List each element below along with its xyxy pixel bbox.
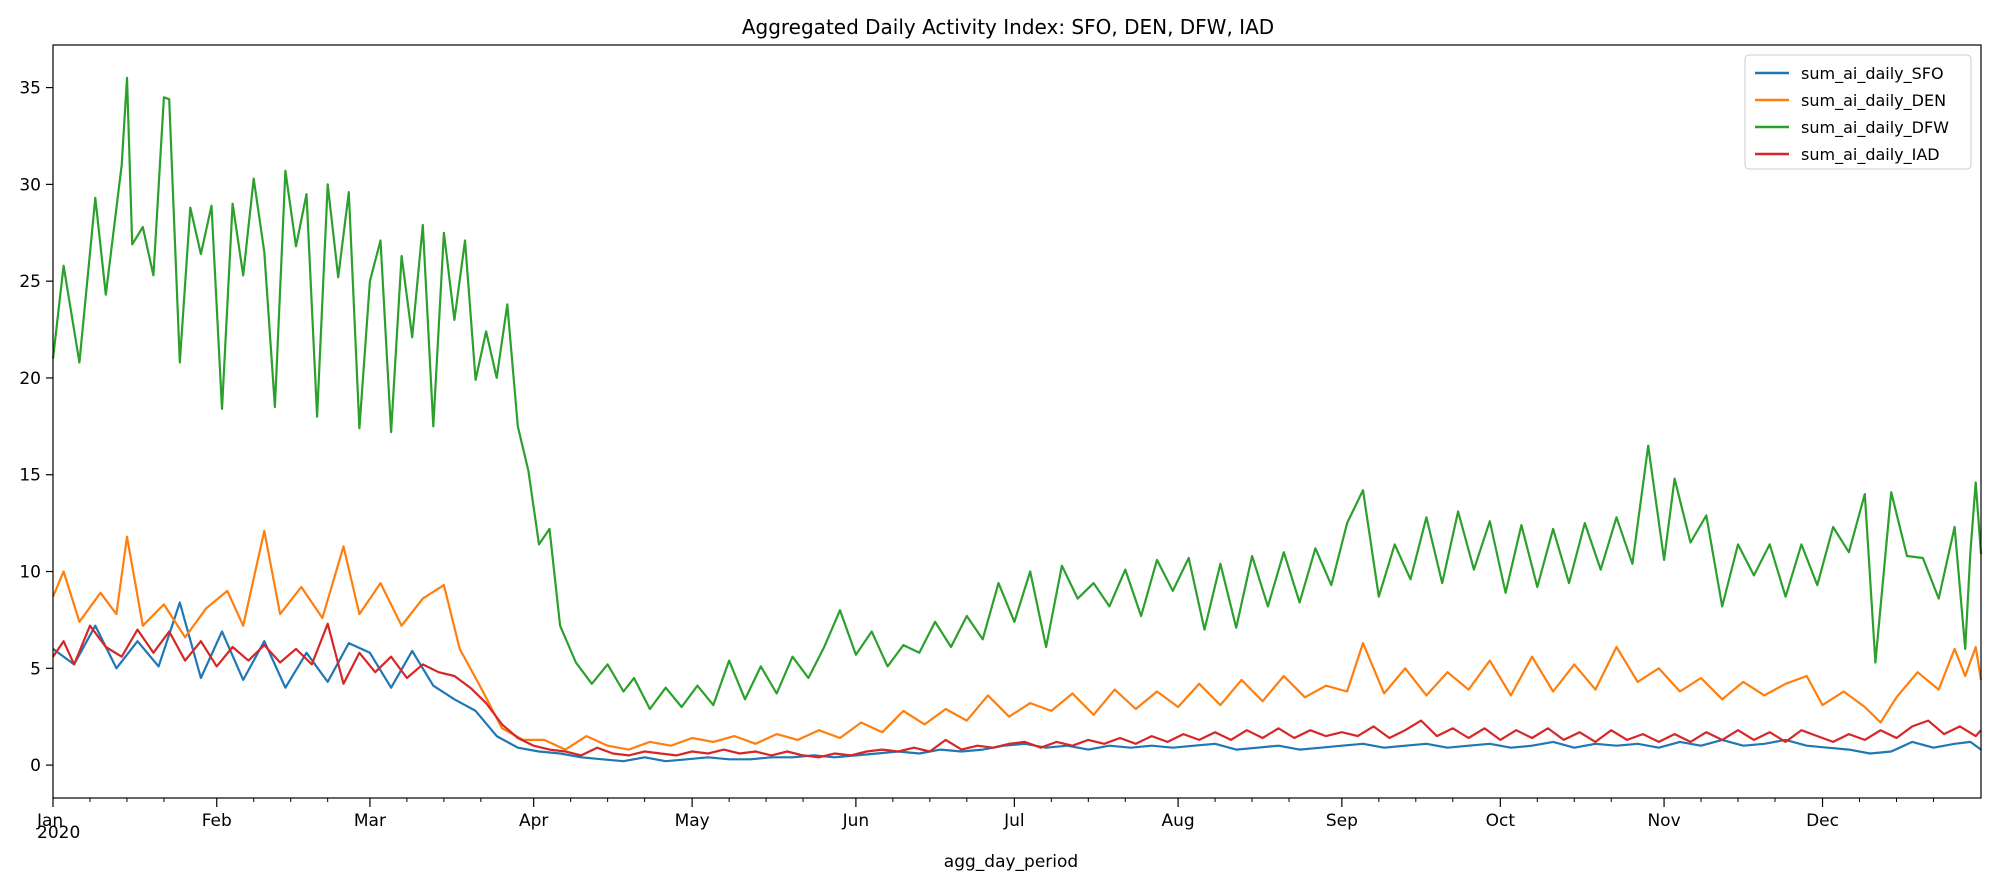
y-axis: 0 5 10 15 20 25 30 35	[19, 79, 53, 776]
x-tick-label: Aug	[1162, 811, 1195, 831]
x-axis: Jan Feb Mar Apr May Jun Jul Aug Sep Oct Nov Dec	[36, 798, 1934, 831]
series-line-sum-ai-daily-dfw	[51, 76, 1983, 711]
series-line-sum-ai-daily-sfo	[52, 601, 1982, 763]
x-tick-label: May	[675, 811, 710, 831]
x-axis-year-label: 2020	[37, 823, 80, 843]
y-tick-label: 0	[30, 756, 41, 776]
legend-label: sum_ai_daily_SFO	[1801, 64, 1944, 84]
legend-label: sum_ai_daily_IAD	[1801, 145, 1940, 165]
legend-label: sum_ai_daily_DFW	[1801, 118, 1949, 138]
legend-label: sum_ai_daily_DEN	[1801, 91, 1946, 111]
series-line-sum-ai-daily-iad	[52, 622, 1982, 759]
legend: sum_ai_daily_SFO sum_ai_daily_DEN sum_ai_d…	[1744, 54, 1972, 170]
x-tick-label: Oct	[1486, 811, 1516, 831]
y-tick-label: 20	[19, 369, 41, 389]
y-tick-label: 35	[19, 79, 41, 99]
y-tick-label: 10	[19, 563, 41, 583]
x-tick-label: Jun	[842, 811, 870, 831]
y-tick-label: 25	[19, 272, 41, 292]
x-tick-label: Nov	[1647, 811, 1680, 831]
x-tick-label: Jul	[1003, 811, 1025, 831]
chart-title: Aggregated Daily Activity Index: SFO, DE…	[742, 15, 1274, 39]
x-tick-label: Jan	[36, 811, 63, 831]
x-tick-label: Dec	[1806, 811, 1839, 831]
series-line-sum-ai-daily-den	[51, 529, 1983, 751]
plot-frame	[52, 44, 1982, 799]
x-axis-label: agg_day_period	[944, 852, 1078, 872]
legend-frame	[1744, 54, 1972, 170]
y-tick-label: 15	[19, 466, 41, 486]
x-tick-label: Apr	[519, 811, 548, 831]
y-tick-label: 5	[30, 659, 41, 679]
x-tick-label: Feb	[202, 811, 232, 831]
y-tick-label: 30	[19, 175, 41, 195]
x-tick-label: Mar	[354, 811, 386, 831]
x-tick-label: Sep	[1326, 811, 1358, 831]
series-layer	[51, 76, 1983, 763]
